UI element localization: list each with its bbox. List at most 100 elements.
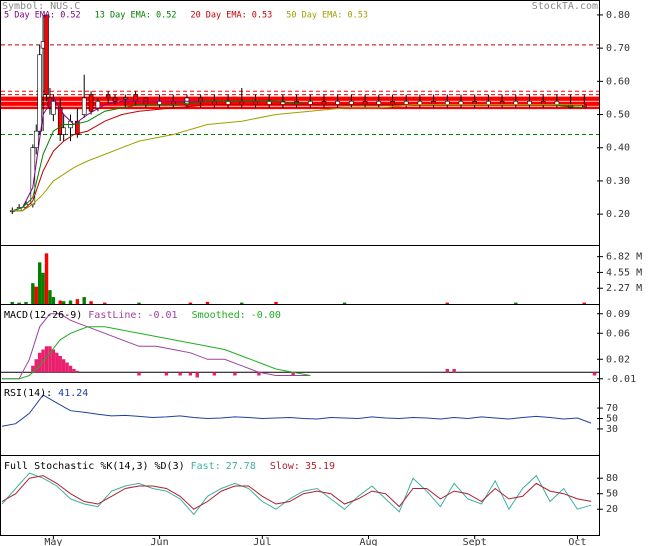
- bar: [31, 283, 35, 304]
- legend-label: Slow:: [270, 461, 300, 472]
- legend-label: FastLine:: [88, 310, 142, 321]
- legend-label: 5 Day EMA:: [4, 11, 55, 21]
- bar: [37, 262, 42, 304]
- legend-value: 0.53: [348, 11, 368, 21]
- candle-body: [112, 97, 118, 102]
- bar: [514, 302, 518, 304]
- bar: [592, 372, 597, 376]
- legend-value: 0.53: [252, 11, 272, 21]
- candle-body: [57, 107, 63, 135]
- legend-label: Fast:: [191, 461, 221, 472]
- bar: [34, 359, 38, 373]
- panel-title: Full Stochastic %K(14,3) %D(3): [4, 461, 185, 472]
- bar: [37, 352, 42, 373]
- y-tick-label: 0.70: [606, 43, 630, 54]
- bar: [75, 299, 80, 304]
- legend-value: 0.52: [60, 11, 80, 21]
- series-line: [2, 313, 311, 380]
- bar: [205, 301, 210, 304]
- candle-body: [362, 100, 368, 105]
- bar: [233, 372, 237, 376]
- candle-body: [133, 94, 138, 102]
- bar: [58, 300, 62, 304]
- y-tick-label: 0.30: [606, 176, 630, 187]
- series-line: [12, 104, 585, 212]
- bar: [274, 301, 278, 304]
- bar: [68, 365, 73, 373]
- bar: [24, 301, 28, 304]
- candle-body: [75, 120, 80, 135]
- y-tick-label: 70: [606, 403, 618, 414]
- bar: [240, 302, 244, 304]
- candle-body: [472, 100, 477, 105]
- legend-value: 27.78: [226, 461, 256, 472]
- legend-value: 41.24: [58, 388, 88, 399]
- candle-body: [499, 100, 505, 105]
- y-tick-label: 0.80: [606, 10, 630, 21]
- candle-body: [403, 100, 409, 105]
- series-line: [1, 394, 592, 427]
- candle-body: [486, 100, 491, 105]
- y-tick-label: 0.06: [606, 328, 630, 339]
- panel-frame: [0, 0, 600, 246]
- candle-body: [198, 97, 203, 102]
- bar: [51, 349, 56, 373]
- y-tick-label: 0.20: [606, 209, 630, 220]
- y-tick-label: 0.60: [606, 76, 630, 87]
- bar: [61, 359, 66, 373]
- series-line: [12, 100, 585, 212]
- bar: [31, 365, 35, 373]
- bar: [58, 356, 62, 373]
- bar: [48, 346, 52, 373]
- bar: [10, 301, 14, 304]
- bar: [48, 290, 52, 304]
- x-tick-label: Aug: [359, 537, 377, 546]
- y-tick-label: 6.82 M: [606, 252, 642, 263]
- candle-body: [9, 210, 15, 213]
- candle-body: [335, 100, 340, 105]
- legend-value: 0.52: [156, 11, 176, 21]
- y-tick-label: 20: [606, 504, 618, 515]
- bar: [212, 372, 217, 376]
- bar: [75, 370, 80, 373]
- y-tick-label: 80: [606, 473, 618, 484]
- candle-body: [44, 14, 49, 95]
- series-line: [1, 472, 592, 516]
- bar: [44, 346, 49, 373]
- candle-body: [61, 127, 66, 135]
- x-tick-label: Jun: [151, 537, 169, 546]
- candle-body: [527, 100, 532, 105]
- legend-label: 13 Day EMA:: [95, 11, 151, 21]
- bar: [188, 302, 193, 304]
- y-tick-label: 30: [606, 424, 618, 435]
- panel-title: RSI(14):: [4, 388, 52, 399]
- bar: [445, 302, 449, 304]
- y-tick-label: 50: [606, 489, 618, 500]
- x-tick-label: Jul: [253, 537, 271, 546]
- bar: [51, 297, 56, 304]
- panel-frame: [0, 245, 600, 305]
- symbol: Symbol: NUS.C: [2, 1, 80, 12]
- y-tick-label: 2.27 M: [606, 283, 642, 294]
- candle-body: [513, 100, 519, 105]
- bar: [137, 372, 141, 376]
- candle-body: [95, 100, 101, 109]
- candle-body: [431, 100, 436, 105]
- y-tick-label: 0.50: [606, 110, 630, 121]
- bar: [137, 302, 141, 304]
- legend-label: 50 Day EMA:: [286, 11, 342, 21]
- y-tick-label: 0.40: [606, 143, 630, 154]
- candle-body: [458, 100, 464, 105]
- bar: [188, 372, 193, 376]
- bar: [55, 352, 59, 373]
- bar: [103, 302, 107, 304]
- candle-body: [376, 100, 382, 105]
- candle-body: [321, 100, 327, 105]
- candle-body: [417, 100, 423, 105]
- candle-body: [554, 100, 560, 105]
- candle-body: [81, 97, 87, 115]
- series-line: [2, 326, 311, 380]
- legend-label: 20 Day EMA:: [190, 11, 246, 21]
- series-line: [1, 475, 592, 510]
